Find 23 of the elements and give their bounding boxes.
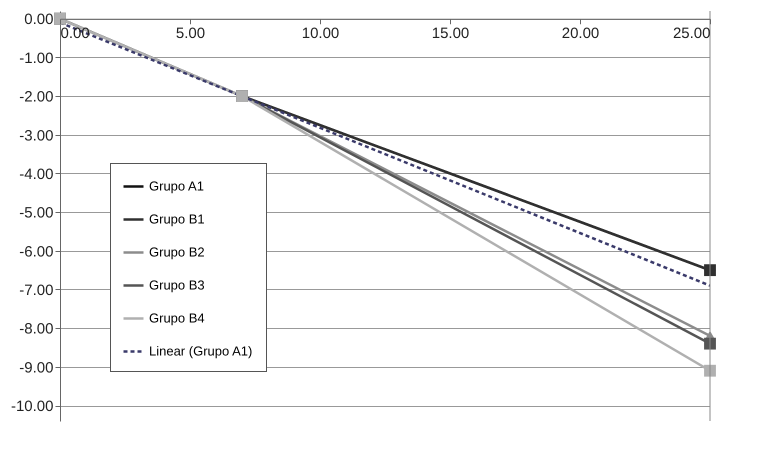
y-tick-label: -3.00 (19, 127, 54, 144)
y-tick-label: -6.00 (19, 243, 54, 260)
legend-label: Grupo B3 (149, 278, 205, 292)
x-tick-label: 0.00 (60, 25, 90, 42)
legend-label: Linear (Grupo A1) (149, 344, 252, 358)
y-tick-label: 0.00 (24, 11, 54, 28)
legend-label: Grupo B1 (149, 212, 205, 226)
y-tick-label: -9.00 (19, 359, 54, 376)
y-tick-label: -5.00 (19, 204, 54, 222)
legend-label: Grupo A1 (149, 178, 204, 194)
x-tick-label: 10.00 (302, 25, 340, 42)
y-tick-label: -10.00 (10, 398, 54, 416)
x-tick-label: 5.00 (176, 25, 206, 42)
x-tick-label: 25.00 (672, 25, 710, 42)
legend-label: Grupo B2 (149, 244, 205, 260)
y-tick-label: -8.00 (19, 320, 54, 338)
y-tick-label: -7.00 (19, 282, 54, 299)
x-tick-label: 15.00 (432, 25, 470, 42)
y-tick-label: -2.00 (19, 88, 54, 106)
legend-label: Grupo B4 (149, 310, 205, 326)
y-tick-label: -4.00 (19, 166, 54, 183)
x-tick-label: 20.00 (562, 25, 600, 42)
y-tick-label: -1.00 (19, 50, 54, 67)
